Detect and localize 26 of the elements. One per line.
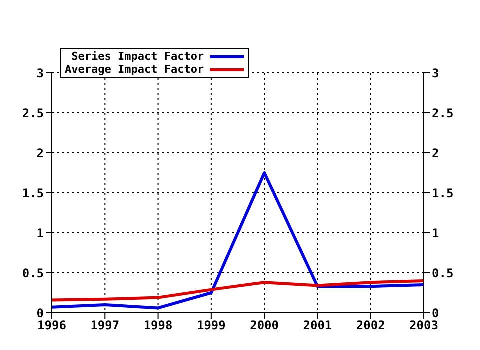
y2-tick-label: 3 [432, 66, 440, 80]
y-tick-label: 3 [36, 66, 44, 80]
line-series [52, 280, 424, 302]
y2-tick-label: 1.5 [432, 186, 454, 200]
x-tick-label: 2003 [410, 318, 438, 333]
y-tick-label: 2.5 [22, 106, 44, 120]
y2-tick-label: 2 [432, 146, 440, 160]
x-tick-label: 2002 [356, 318, 386, 333]
y-tick-label: 1.5 [22, 186, 44, 200]
x-tick-label: 2001 [303, 318, 332, 333]
y-tick-label: 2 [36, 146, 44, 160]
y2-tick-label: 0 [432, 306, 440, 320]
line-series [52, 172, 424, 310]
y-tick-label: 1 [36, 226, 44, 240]
y2-tick-label: 0.5 [432, 266, 454, 280]
y-tick-label: 0 [36, 306, 44, 320]
x-tick-label: 1998 [144, 318, 173, 333]
x-tick-label: 1997 [90, 318, 120, 333]
y2-tick-label: 2.5 [432, 106, 454, 120]
legend-label: Average Impact Factor [65, 63, 204, 76]
legend-label: Series Impact Factor [72, 50, 204, 63]
y2-tick-label: 1 [432, 226, 440, 240]
y-tick-label: 0.5 [22, 266, 44, 280]
x-tick-label: 1999 [196, 318, 226, 333]
x-tick-label: 2000 [250, 318, 280, 333]
x-tick-label: 1996 [38, 318, 66, 333]
